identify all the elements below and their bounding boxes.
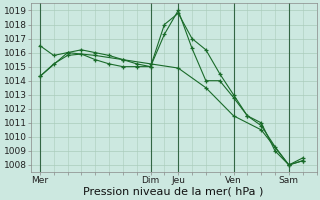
X-axis label: Pression niveau de la mer( hPa ): Pression niveau de la mer( hPa )	[84, 187, 264, 197]
